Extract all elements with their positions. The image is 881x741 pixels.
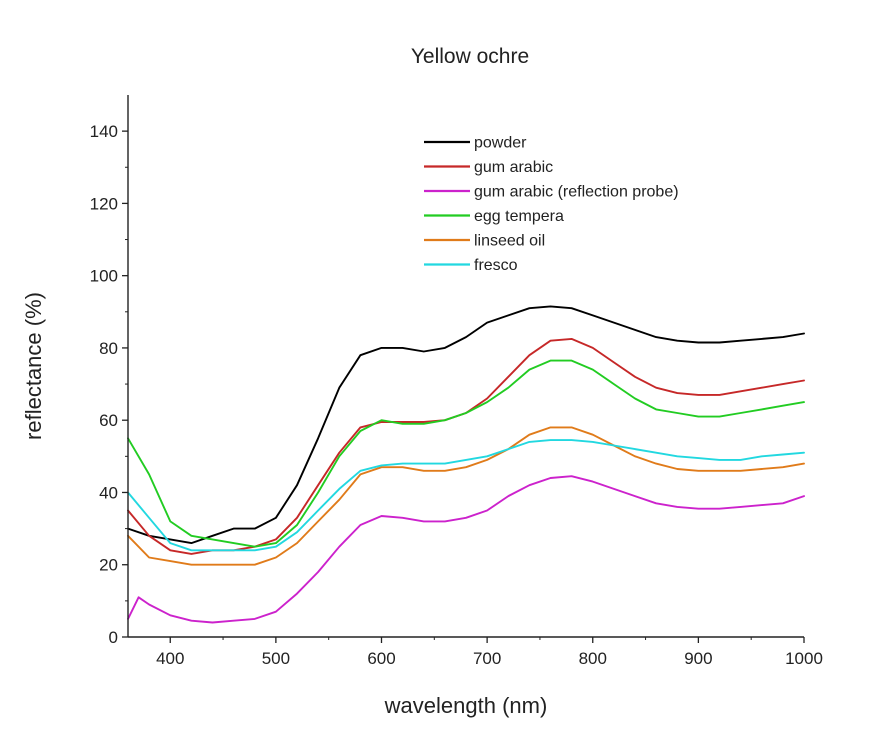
legend: powder gum arabic gum arabic (reflection p… <box>424 135 679 274</box>
y-tick-label: 80 <box>99 339 118 358</box>
series-line-0 <box>127 305 805 545</box>
legend-label: gum arabic (reflection probe) <box>474 184 679 201</box>
y-axis-ticks: 0 20 40 60 80 100 120 140 <box>90 122 128 647</box>
x-tick-label: 700 <box>473 649 501 668</box>
series-line-4 <box>127 426 805 566</box>
y-axis-title: reflectance (%) <box>21 292 46 440</box>
series-line-3 <box>127 359 805 548</box>
legend-label: fresco <box>474 257 518 274</box>
legend-label: egg tempera <box>474 208 564 225</box>
legend-label: linseed oil <box>474 233 545 250</box>
x-tick-label: 1000 <box>785 649 823 668</box>
x-tick-label: 900 <box>684 649 712 668</box>
y-tick-label: 60 <box>99 411 118 430</box>
series-line-5 <box>127 439 805 552</box>
y-tick-label: 140 <box>90 122 118 141</box>
y-tick-label: 120 <box>90 194 118 213</box>
x-tick-label: 800 <box>579 649 607 668</box>
chart-title: Yellow ochre <box>411 45 529 68</box>
x-axis-ticks: 400 500 600 700 800 900 1000 <box>156 637 823 668</box>
series-line-1 <box>127 337 805 555</box>
x-tick-label: 600 <box>367 649 395 668</box>
y-tick-label: 0 <box>109 628 118 647</box>
x-tick-label: 500 <box>262 649 290 668</box>
x-axis-title: wavelength (nm) <box>384 693 548 718</box>
series-line-2 <box>127 475 805 624</box>
y-tick-label: 40 <box>99 483 118 502</box>
y-tick-label: 100 <box>90 267 118 286</box>
series-layer <box>127 305 805 624</box>
plot-area: 400 500 600 700 800 900 1000 0 20 40 60 80 100 120 14… <box>90 95 823 668</box>
legend-label: gum arabic <box>474 159 553 176</box>
legend-label: powder <box>474 135 527 152</box>
x-tick-label: 400 <box>156 649 184 668</box>
y-tick-label: 20 <box>99 556 118 575</box>
